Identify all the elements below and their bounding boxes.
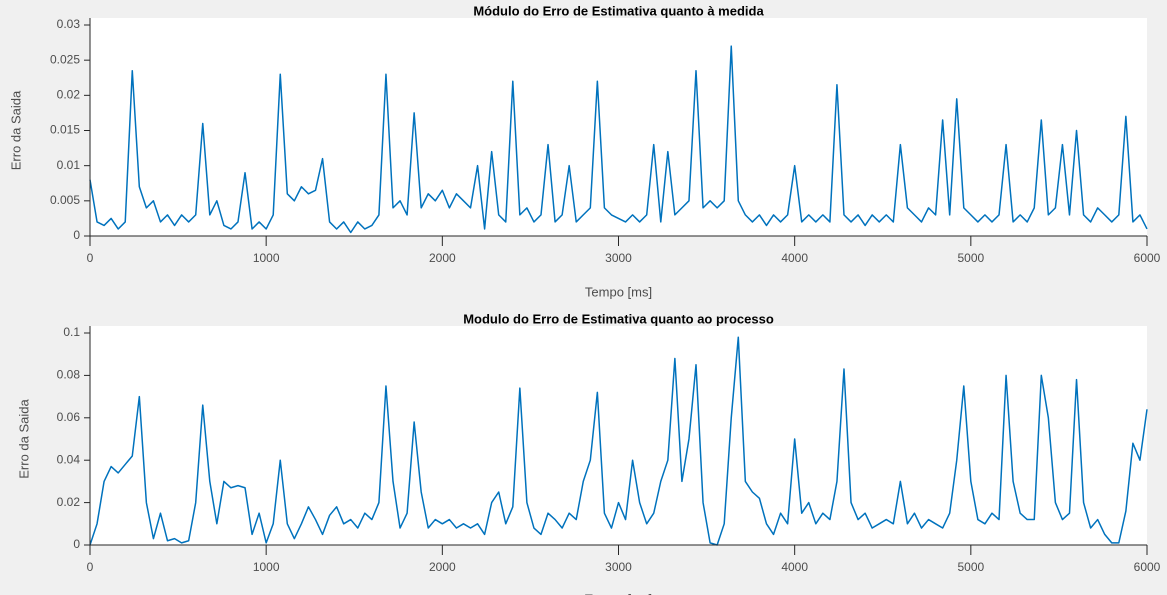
plot-area: [90, 18, 1147, 236]
x-tick-label: 3000: [605, 560, 632, 574]
x-tick-label: 2000: [429, 251, 456, 265]
y-tick-label: 0: [73, 228, 80, 242]
y-tick-label: 0.06: [57, 410, 81, 424]
x-tick-label: 0: [87, 560, 94, 574]
y-tick-label: 0.02: [57, 495, 81, 509]
chart-title: Módulo do Erro de Estimativa quanto à me…: [473, 3, 764, 18]
y-tick-label: 0.015: [50, 123, 80, 137]
x-tick-label: 1000: [253, 560, 280, 574]
chart-title: Modulo do Erro de Estimativa quanto ao p…: [463, 311, 774, 326]
x-tick-label: 5000: [957, 251, 984, 265]
y-tick-label: 0.025: [50, 52, 80, 66]
y-tick-label: 0.1: [63, 325, 80, 339]
x-tick-label: 4000: [781, 251, 808, 265]
plot-area: [90, 326, 1147, 545]
y-tick-label: 0.04: [57, 452, 81, 466]
x-axis-label: Tempo [ms]: [585, 284, 652, 299]
x-tick-label: 6000: [1134, 251, 1161, 265]
y-tick-label: 0.02: [57, 88, 81, 102]
y-axis-label: Erro da Saida: [16, 398, 31, 478]
x-tick-label: 2000: [429, 560, 456, 574]
x-tick-label: 0: [87, 251, 94, 265]
x-tick-label: 6000: [1134, 560, 1161, 574]
x-axis-label: Tempo [ms]: [585, 591, 652, 595]
x-tick-label: 4000: [781, 560, 808, 574]
y-axis-label: Erro da Saida: [8, 90, 23, 170]
y-tick-label: 0.01: [57, 158, 81, 172]
y-tick-label: 0.03: [57, 17, 81, 31]
y-tick-label: 0: [73, 537, 80, 551]
y-tick-label: 0.005: [50, 193, 80, 207]
data-line: [89, 336, 1148, 546]
x-tick-label: 3000: [605, 251, 632, 265]
x-tick-label: 5000: [957, 560, 984, 574]
y-tick-label: 0.08: [57, 368, 81, 382]
x-tick-label: 1000: [253, 251, 280, 265]
data-line: [89, 45, 1148, 234]
